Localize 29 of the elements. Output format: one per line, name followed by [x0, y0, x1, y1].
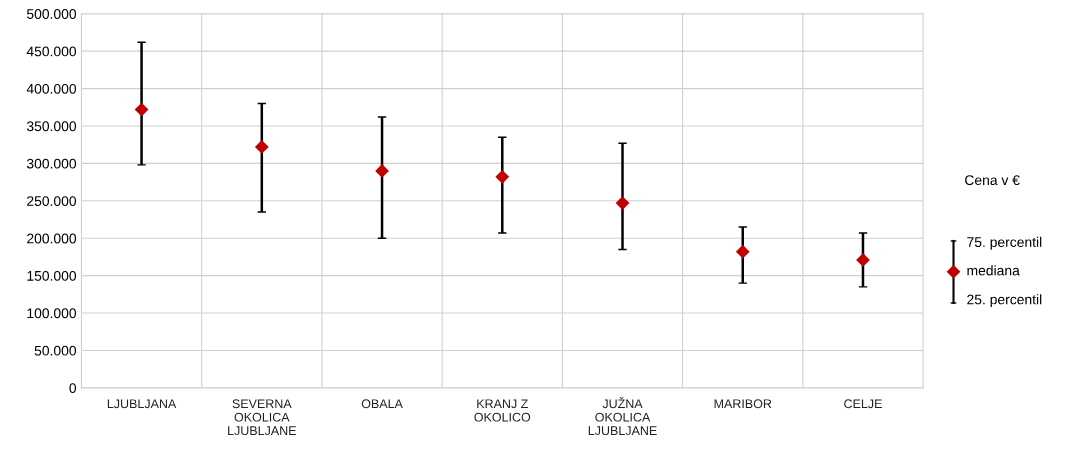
y-tick-label: 500.000: [26, 9, 77, 19]
point: [375, 164, 389, 178]
y-tick-label: 200.000: [27, 233, 77, 244]
text: 75. percentil: [967, 236, 1042, 250]
y-tick-label: 150.000: [27, 270, 77, 281]
y-tick-label: 300.000: [26, 158, 77, 169]
point: [255, 140, 269, 154]
x-tick-label: KRANJ Z OKOLICO: [474, 399, 531, 422]
y-tick-label: 400.000: [26, 83, 77, 94]
x-tick-label: LJUBLJANA: [107, 399, 177, 409]
legend-label: mediana: [967, 265, 1020, 276]
point: [134, 102, 149, 117]
y-tick-label: 0: [69, 383, 77, 394]
legend-title: Cena v €: [965, 175, 1020, 186]
point: [495, 170, 509, 184]
x-tick-label: OBALA: [361, 399, 403, 409]
x-tick-label: CELJE: [844, 399, 882, 409]
y-tick-label: 350.000: [26, 121, 77, 132]
y-tick-label: 450.000: [26, 46, 77, 57]
y-tick-label: 50.000: [34, 345, 77, 356]
x-tick-label: SEVERNA OKOLICA LJUBLJANE: [228, 399, 296, 436]
y-tick-label: 250.000: [27, 196, 77, 206]
point: [615, 196, 630, 210]
x-tick-label: JUŽNA OKOLICA LJUBLJANE: [588, 397, 657, 436]
text: 25. percentil: [967, 294, 1042, 308]
y-tick-label: 100.000: [27, 308, 77, 319]
x-tick-label: MARIBOR: [714, 399, 772, 409]
point: [736, 245, 750, 259]
point: [856, 253, 870, 267]
